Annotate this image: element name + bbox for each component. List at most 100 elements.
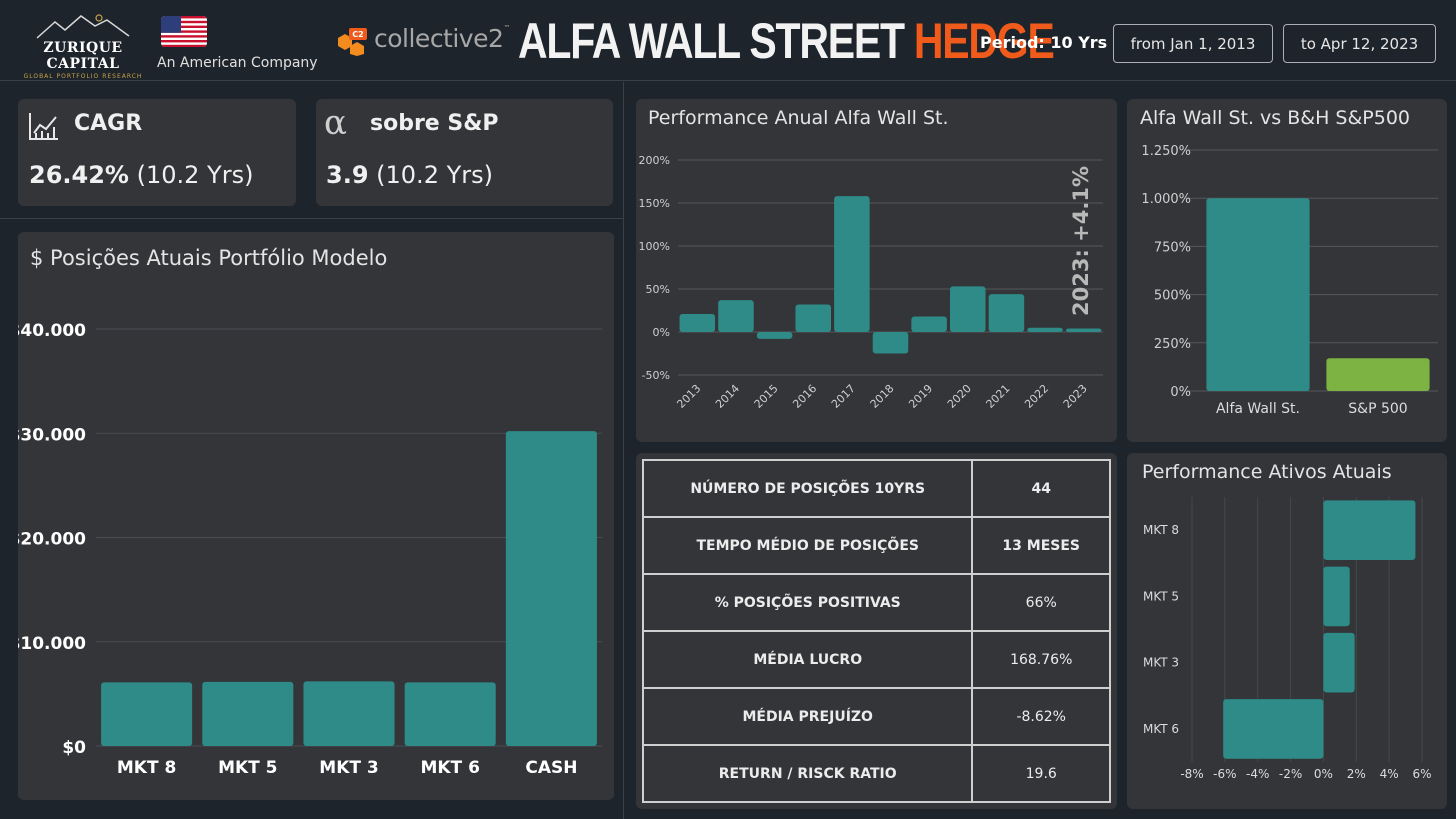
mountain-logo-icon [36,14,130,39]
x-tick-label: 0% [1314,767,1333,781]
y-tick-label: 100% [639,240,670,253]
bar [950,286,986,332]
line-chart-icon [29,113,58,140]
y-tick-label: $40.000 [18,321,86,341]
kpi-cagr-title: CAGR [74,111,143,136]
y-tick-label: $30.000 [18,425,86,445]
y-tick-label: 750% [1154,240,1191,255]
x-tick-label: 2023 [1061,382,1090,411]
x-tick-label: 6% [1412,767,1431,781]
y-tick-label: 0% [653,326,670,339]
bar [505,431,597,746]
x-tick-label: 2017 [829,382,858,411]
stats-table: NÚMERO DE POSIÇÕES 10YRS 44 TEMPO MÉDIO D… [641,459,1111,803]
stat-value: 66% [971,573,1111,632]
y-tick-label: $20.000 [18,530,86,550]
y-tick-label: 250% [1154,337,1191,352]
bar [202,681,294,746]
y-tick-label: 50% [646,283,670,296]
table-row: MÉDIA LUCRO 168.76% [641,630,1111,689]
stat-label: NÚMERO DE POSIÇÕES 10YRS [641,459,974,518]
y-tick-label: -50% [642,369,670,382]
bar [911,316,947,332]
period-label: Period: 10 Yrs [980,33,1108,52]
bar [988,294,1025,332]
horizontal-divider [0,218,623,219]
y-tick-label: 1.000% [1141,192,1191,207]
vertical-divider [623,82,624,819]
company-note: An American Company [157,55,318,71]
kpi-cagr-card: CAGR 26.42% (10.2 Yrs) [18,99,296,206]
bar [718,300,754,332]
x-tick-label: MKT 3 [319,758,378,778]
bar [1323,500,1416,560]
y-tick-label: 500% [1154,289,1191,304]
partner-name: collective2™ [374,24,510,53]
kpi-cagr-value: 26.42% (10.2 Yrs) [29,161,254,189]
logo-brand: ZURIQUE CAPITAL [43,40,123,72]
bar [1065,328,1102,332]
x-tick-label: 2016 [790,382,819,411]
stat-label: TEMPO MÉDIO DE POSIÇÕES [641,516,974,575]
x-tick-label: 2013 [674,382,703,411]
x-tick-label: MKT 6 [420,758,479,778]
x-tick-label: CASH [525,758,577,778]
bar [795,304,831,332]
y-tick-label: $0 [62,738,86,758]
annual-chart: -50% 0% 50% 100% 150% 200% 2013 2014 2015 2016 201… [639,154,1103,411]
company-logo: ZURIQUE CAPITAL GLOBAL PORTFOLIO RESEARC… [18,12,148,80]
stat-value: 168.76% [971,630,1111,689]
x-tick-label: 2019 [906,382,935,411]
y-tick-label: MKT 8 [1143,523,1179,537]
y-tick-label: 0% [1170,385,1191,400]
x-tick-label: 2022 [1022,382,1051,411]
logo-tagline: GLOBAL PORTFOLIO RESEARCH [23,73,143,80]
kpi-alpha-title: sobre S&P [370,111,499,136]
x-tick-label: -6% [1213,767,1236,781]
alpha-icon: α [324,103,347,143]
x-tick-label: 2018 [868,382,897,411]
table-row: % POSIÇÕES POSITIVAS 66% [641,573,1111,632]
annual-2023-annotation: 2023: +4.1% [1069,166,1093,316]
bar [1223,699,1324,759]
stat-label: % POSIÇÕES POSITIVAS [641,573,974,632]
bar [1323,632,1355,693]
bar [872,332,909,354]
kpi-alpha-value: 3.9 (10.2 Yrs) [326,161,493,189]
bar [834,196,870,332]
y-tick-label: MKT 5 [1143,589,1179,603]
y-tick-label: $10.000 [18,634,86,654]
bar [1326,358,1430,391]
date-from-field[interactable]: from Jan 1, 2013 [1113,24,1273,63]
bar [101,682,193,746]
assets-title: Performance Ativos Atuais [1142,461,1392,483]
y-tick-label: MKT 6 [1143,722,1179,736]
stat-value: 19.6 [971,744,1111,803]
table-row: NÚMERO DE POSIÇÕES 10YRS 44 [641,459,1111,518]
stat-label: MÉDIA LUCRO [641,630,974,689]
vs-sp500-panel: Alfa Wall St. vs B&H S&P500 0% 250% 500% 75… [1127,99,1447,442]
x-tick-label: 2015 [752,382,781,411]
kpi-alpha-card: α sobre S&P 3.9 (10.2 Yrs) [316,99,613,206]
us-flag-icon [161,16,207,47]
x-tick-label: -2% [1279,767,1302,781]
stat-label: RETURN / RISCK RATIO [641,744,974,803]
date-to-field[interactable]: to Apr 12, 2023 [1283,24,1436,63]
title-accent: HEDGE [913,13,1055,69]
y-tick-label: 200% [639,154,670,167]
positions-title: $ Posições Atuais Portfólio Modelo [30,246,388,270]
bar [1323,566,1350,627]
y-tick-label: MKT 3 [1143,656,1179,670]
x-tick-label: 2020 [945,382,974,411]
collective2-logo-icon: C2 [338,28,367,56]
x-tick-label: 4% [1380,767,1399,781]
x-tick-label: -4% [1246,767,1269,781]
x-tick-label: -8% [1180,767,1203,781]
vs-title: Alfa Wall St. vs B&H S&P500 [1140,107,1411,129]
stat-label: MÉDIA PREJUÍZO [641,687,974,746]
y-tick-label: 1.250% [1141,144,1191,159]
c2-badge: C2 [352,30,363,39]
annual-performance-panel: Performance Anual Alfa Wall St. -50% 0% 50… [636,99,1117,442]
y-tick-label: 150% [639,197,670,210]
x-tick-label: 2021 [984,382,1013,411]
